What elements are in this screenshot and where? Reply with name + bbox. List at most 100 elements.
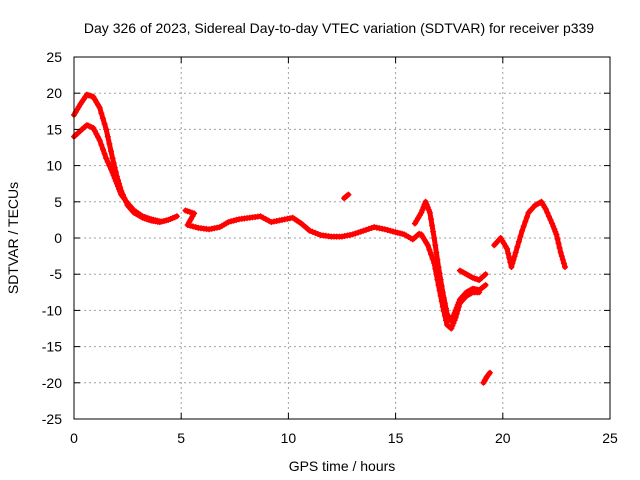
data-point — [96, 137, 103, 144]
data-point — [504, 245, 511, 252]
data-point — [431, 260, 438, 267]
data-point — [441, 312, 448, 319]
data-point — [345, 191, 352, 198]
data-point — [508, 264, 515, 270]
data-point — [434, 276, 441, 283]
data-point — [98, 141, 105, 148]
data-point — [184, 222, 191, 228]
data-point — [454, 307, 461, 314]
data-point — [438, 298, 445, 305]
data-point — [550, 223, 557, 230]
data-point — [116, 186, 122, 193]
data-point — [106, 162, 113, 169]
data-point — [559, 256, 566, 263]
data-point — [352, 230, 359, 237]
y-axis-label: SDTVAR / TECUs — [5, 182, 21, 294]
data-point — [562, 264, 568, 270]
data-point — [190, 223, 196, 230]
data-point — [187, 222, 194, 229]
data-point — [113, 180, 120, 187]
y-tick-label: -5 — [50, 266, 63, 282]
data-point — [542, 206, 549, 212]
series-afternoon-track-B — [418, 231, 483, 332]
data-point — [381, 226, 388, 233]
ticks: 0 5 10 15 20 25 -25 -20 -15 -10 -5 0 5 10 15 20 25 — [42, 49, 618, 446]
data-point — [99, 115, 106, 122]
data-point — [309, 228, 316, 235]
y-tick-label: 20 — [46, 85, 62, 101]
data-point — [555, 240, 562, 247]
data-point — [98, 110, 105, 117]
data-point — [108, 166, 114, 173]
y-tick-label: 5 — [54, 194, 62, 210]
data-point — [95, 134, 102, 141]
data-point — [233, 216, 240, 223]
data-point — [549, 220, 556, 227]
data-point — [476, 289, 483, 296]
data-point — [91, 128, 98, 134]
data-point — [547, 216, 554, 223]
data-point — [419, 206, 426, 213]
data-point — [344, 192, 351, 199]
data-point — [560, 260, 567, 267]
data-point — [440, 308, 447, 315]
series-secondary-arc — [456, 267, 489, 283]
data-point — [96, 104, 103, 111]
data-point — [443, 317, 449, 324]
series-outlier-segment — [480, 369, 493, 386]
y-tick-label: -20 — [42, 375, 62, 391]
data-point — [173, 213, 180, 220]
data-point — [512, 249, 519, 256]
data-point — [557, 249, 564, 256]
data-point — [437, 292, 444, 299]
data-point — [544, 209, 551, 216]
data-point — [553, 231, 560, 238]
x-tick-label: 25 — [602, 430, 618, 446]
x-tick-label: 20 — [495, 430, 511, 446]
data-point — [552, 228, 559, 235]
data-point — [428, 216, 434, 222]
data-point — [426, 209, 433, 216]
data-point — [424, 204, 431, 211]
data-point — [519, 227, 526, 234]
y-tick-label: -10 — [42, 302, 62, 318]
data-point — [312, 229, 319, 236]
data-point — [558, 253, 565, 260]
data-point — [431, 235, 438, 241]
series-isolated-segment — [341, 191, 352, 202]
data-point — [112, 178, 119, 184]
data-point — [551, 225, 558, 232]
data-point — [425, 206, 432, 213]
data-point — [103, 155, 110, 162]
data-point — [486, 370, 493, 377]
data-point — [360, 227, 367, 234]
data-point — [108, 148, 114, 155]
data-point — [103, 126, 110, 133]
data-point — [451, 317, 458, 324]
data-point — [448, 325, 455, 332]
data-point — [452, 314, 459, 321]
data-point — [365, 225, 372, 232]
series-mid-day-track — [182, 207, 423, 243]
data-point — [520, 223, 527, 230]
data-point — [523, 214, 530, 221]
data-point — [110, 159, 117, 166]
data-point — [104, 133, 111, 140]
data-point — [510, 256, 517, 263]
data-point — [230, 217, 237, 224]
x-tick-label: 15 — [388, 430, 404, 446]
data-point — [422, 198, 429, 205]
data-point — [192, 224, 199, 231]
data-point — [486, 369, 493, 376]
data-point — [387, 227, 394, 234]
data-point — [156, 218, 163, 225]
data-point — [109, 155, 116, 162]
data-point — [432, 242, 439, 249]
data-point — [435, 282, 442, 289]
data-point — [450, 320, 457, 327]
data-point — [426, 246, 433, 253]
y-tick-label: 25 — [46, 49, 62, 65]
series-lower-track — [71, 122, 163, 225]
